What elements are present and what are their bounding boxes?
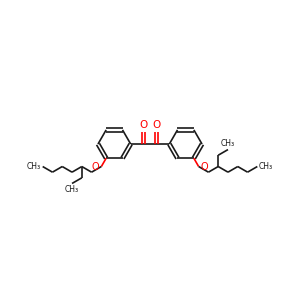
Text: O: O	[92, 162, 99, 172]
Text: O: O	[201, 162, 208, 172]
Text: CH₃: CH₃	[65, 185, 79, 194]
Text: CH₃: CH₃	[221, 139, 235, 148]
Text: CH₃: CH₃	[27, 162, 41, 171]
Text: O: O	[152, 120, 160, 130]
Text: CH₃: CH₃	[259, 162, 273, 171]
Text: O: O	[140, 120, 148, 130]
